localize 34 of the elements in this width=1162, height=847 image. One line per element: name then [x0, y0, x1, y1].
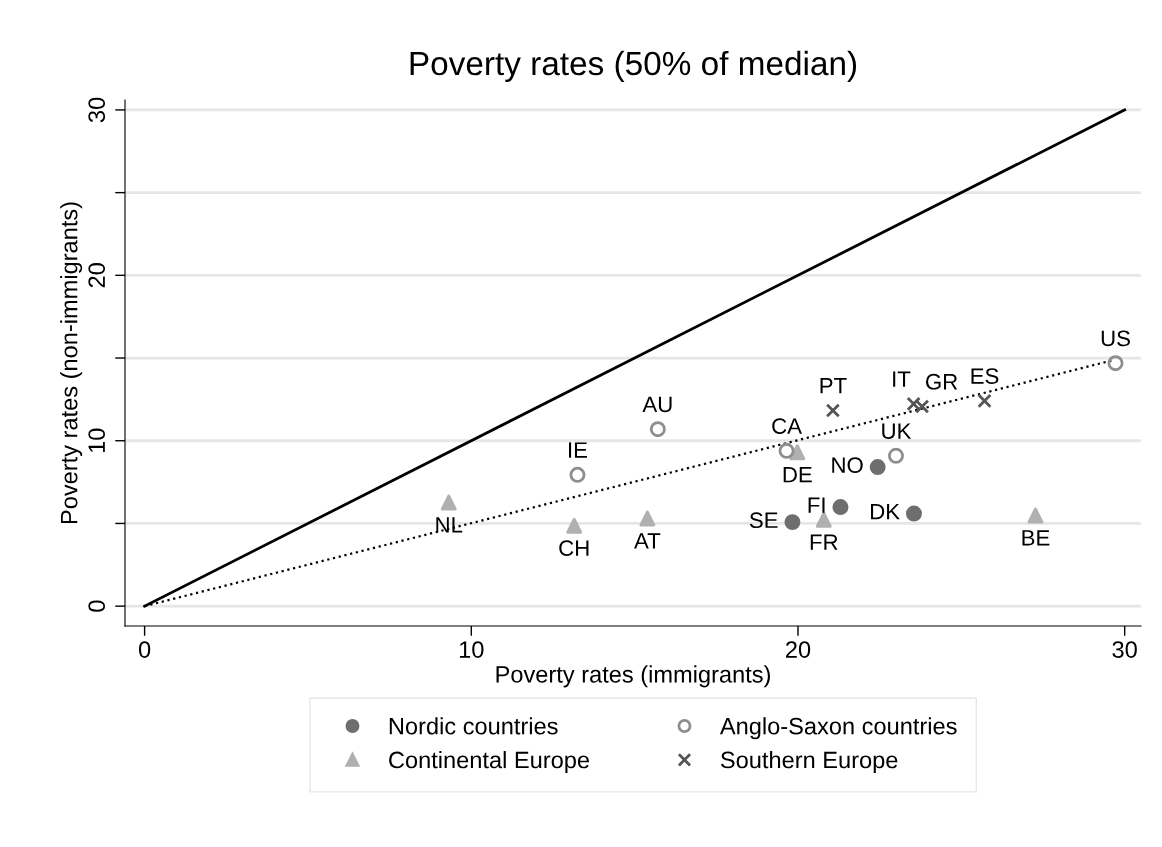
annotation: US [1101, 330, 1130, 347]
y-tick-label: 10 [88, 428, 106, 453]
legend-label: Southern Europe [720, 751, 898, 774]
x-tick-label: 30 [1112, 641, 1137, 658]
annotation: NO [832, 457, 863, 474]
chart-title: Poverty rates (50% of median) [410, 50, 857, 82]
annotation: IE [569, 442, 588, 458]
y-axis-title: Poverty rates (non-immigrants) [60, 202, 83, 524]
annotation: CA [772, 418, 802, 434]
annotation: GR [926, 373, 958, 390]
annotation: DE [783, 467, 812, 483]
legend-label: Anglo-Saxon countries [719, 717, 957, 740]
x-tick-label: 0 [138, 641, 151, 658]
annotation: ES [971, 368, 999, 384]
x-axis-title: Poverty rates (immigrants) [496, 665, 770, 688]
x-tick-label: 20 [786, 641, 811, 658]
annotation: CH [559, 540, 589, 556]
annotation: SE [749, 512, 778, 529]
annotation: UK [882, 423, 912, 439]
x-tick-label: 10 [459, 641, 484, 658]
annotation: AU [642, 396, 672, 413]
y-tick-label: 0 [88, 600, 106, 612]
legend-label: Nordic countries [389, 717, 558, 735]
annotation: BE [1022, 530, 1050, 546]
y-tick-label: 20 [88, 263, 106, 288]
annotation: FI [808, 497, 825, 513]
annotation: NL [436, 517, 463, 533]
annotation: FR [810, 534, 838, 550]
annotation: IT [893, 371, 911, 387]
annotation: PT [820, 378, 847, 394]
annotation: DK [871, 503, 900, 520]
legend-label: Continental Europe [389, 751, 589, 774]
y-tick-label: 30 [88, 97, 106, 123]
annotation: AT [634, 533, 661, 549]
